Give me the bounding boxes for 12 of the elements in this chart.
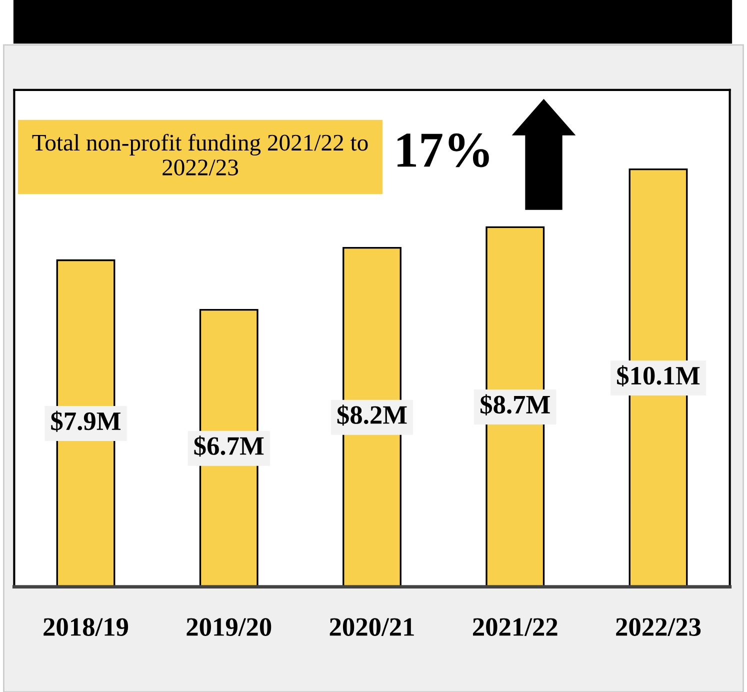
- data-label: $7.9M: [51, 410, 121, 432]
- x-tick-label: 2022/23: [616, 618, 701, 636]
- x-tick-label: 2018/19: [44, 618, 128, 636]
- x-tick-label: 2021/22: [472, 618, 558, 636]
- annotation: Total non-profit funding 2021/22 to 2022/23: [32, 134, 368, 176]
- x-tick-label: 2020/21: [330, 618, 414, 636]
- data-label: $6.7M: [194, 436, 264, 457]
- data-label: $8.7M: [480, 394, 550, 416]
- text: 17%: [398, 133, 489, 168]
- data-label: $10.1M: [617, 365, 700, 386]
- data-label: $8.2M: [337, 404, 407, 426]
- x-tick-label: 2019/20: [186, 618, 272, 636]
